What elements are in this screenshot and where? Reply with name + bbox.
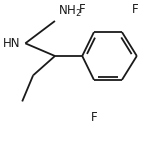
Text: F: F <box>79 3 86 16</box>
Text: F: F <box>91 111 97 124</box>
Text: HN: HN <box>3 37 21 50</box>
Text: NH$_2$: NH$_2$ <box>58 4 82 20</box>
Text: F: F <box>132 3 139 16</box>
